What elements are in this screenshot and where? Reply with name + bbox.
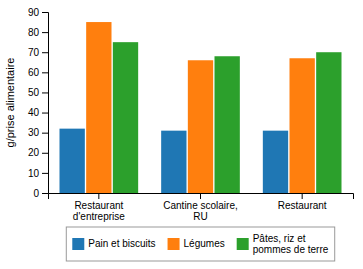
tick-label: 60 (28, 67, 40, 78)
text-line: Pain et biscuits (88, 238, 155, 249)
legend: Pain et biscuits Légumes Pâtes, riz etpomm… (66, 227, 334, 261)
legend-item: Pain et biscuits (72, 238, 155, 250)
bar (86, 22, 111, 193)
legend-item: Légumes (168, 238, 225, 250)
tick: 20 (28, 147, 48, 158)
tick: 40 (28, 107, 48, 118)
bar-series (86, 22, 315, 193)
tick-mark (42, 72, 48, 73)
y-axis: 0 10 20 30 40 50 60 70 80 90 (28, 7, 49, 199)
tick: 90 (28, 7, 48, 18)
text-line: Restaurant (74, 200, 123, 211)
chart: 0102030405060708090Restaurantd'entrepris… (0, 0, 363, 269)
tick: Cantine scolaire,RU (163, 193, 237, 222)
tick-label: Cantine scolaire,RU (163, 200, 237, 222)
legend-swatch (168, 238, 180, 250)
legend-item: Pâtes, riz etpommes de terre (237, 233, 329, 255)
bars (60, 22, 342, 193)
plot: 0102030405060708090Restaurantd'entrepris… (4, 7, 354, 222)
text-line: pommes de terre (253, 244, 329, 255)
bar (188, 60, 213, 193)
bar (290, 58, 315, 193)
tick: 80 (28, 27, 48, 38)
bar (161, 131, 186, 193)
tick: 60 (28, 67, 48, 78)
tick-label: 0 (33, 188, 39, 199)
tick: 50 (28, 87, 48, 98)
legend-swatch (72, 238, 84, 250)
text-line: d'entreprise (73, 211, 125, 222)
bar (215, 56, 240, 193)
tick-mark (200, 193, 201, 199)
tick-label: Restaurantd'entreprise (73, 200, 125, 222)
text-line: Restaurant (278, 200, 327, 211)
y-axis-title: g/prise alimentaire (4, 58, 16, 148)
tick: Restaurant (278, 193, 327, 211)
axis-line (42, 13, 49, 194)
tick: 10 (28, 168, 48, 179)
text-line: RU (193, 211, 207, 222)
tick-label: Restaurant (278, 200, 327, 211)
tick-mark (98, 193, 99, 199)
tick-mark (42, 193, 48, 194)
tick-mark (42, 12, 48, 13)
legend-label: Pain et biscuits (88, 238, 155, 249)
tick: Restaurantd'entreprise (73, 193, 125, 222)
text-line: Pâtes, riz et (253, 233, 306, 244)
legend-swatch (237, 238, 249, 250)
tick-mark (42, 173, 48, 174)
x-axis: Restaurantd'entrepriseCantine scolaire,R… (49, 193, 354, 222)
tick-label: 50 (28, 87, 40, 98)
tick-mark (42, 113, 48, 114)
tick-mark (42, 153, 48, 154)
tick: 30 (28, 127, 48, 138)
tick-label: 30 (28, 127, 40, 138)
bar (60, 129, 85, 193)
tick-mark (302, 193, 303, 199)
tick-label: 40 (28, 107, 40, 118)
tick-mark (42, 32, 48, 33)
tick-label: 20 (28, 147, 40, 158)
axis-line (49, 194, 354, 200)
tick-mark (42, 52, 48, 53)
tick-label: 70 (28, 47, 40, 58)
legend-label: Pâtes, riz etpommes de terre (253, 233, 329, 255)
text-line: Cantine scolaire, (163, 200, 237, 211)
bar (263, 131, 288, 193)
tick-mark (42, 92, 48, 93)
bar (316, 52, 341, 193)
legend-frame (66, 227, 334, 261)
bar (113, 42, 138, 193)
tick-label: 10 (28, 168, 40, 179)
tick-label: 80 (28, 27, 40, 38)
bar-series (113, 42, 342, 193)
text-line: Légumes (184, 238, 225, 249)
tick-mark (42, 133, 48, 134)
tick: 0 (33, 188, 48, 199)
tick: 70 (28, 47, 48, 58)
tick-label: 90 (28, 7, 40, 18)
legend-label: Légumes (184, 238, 225, 249)
